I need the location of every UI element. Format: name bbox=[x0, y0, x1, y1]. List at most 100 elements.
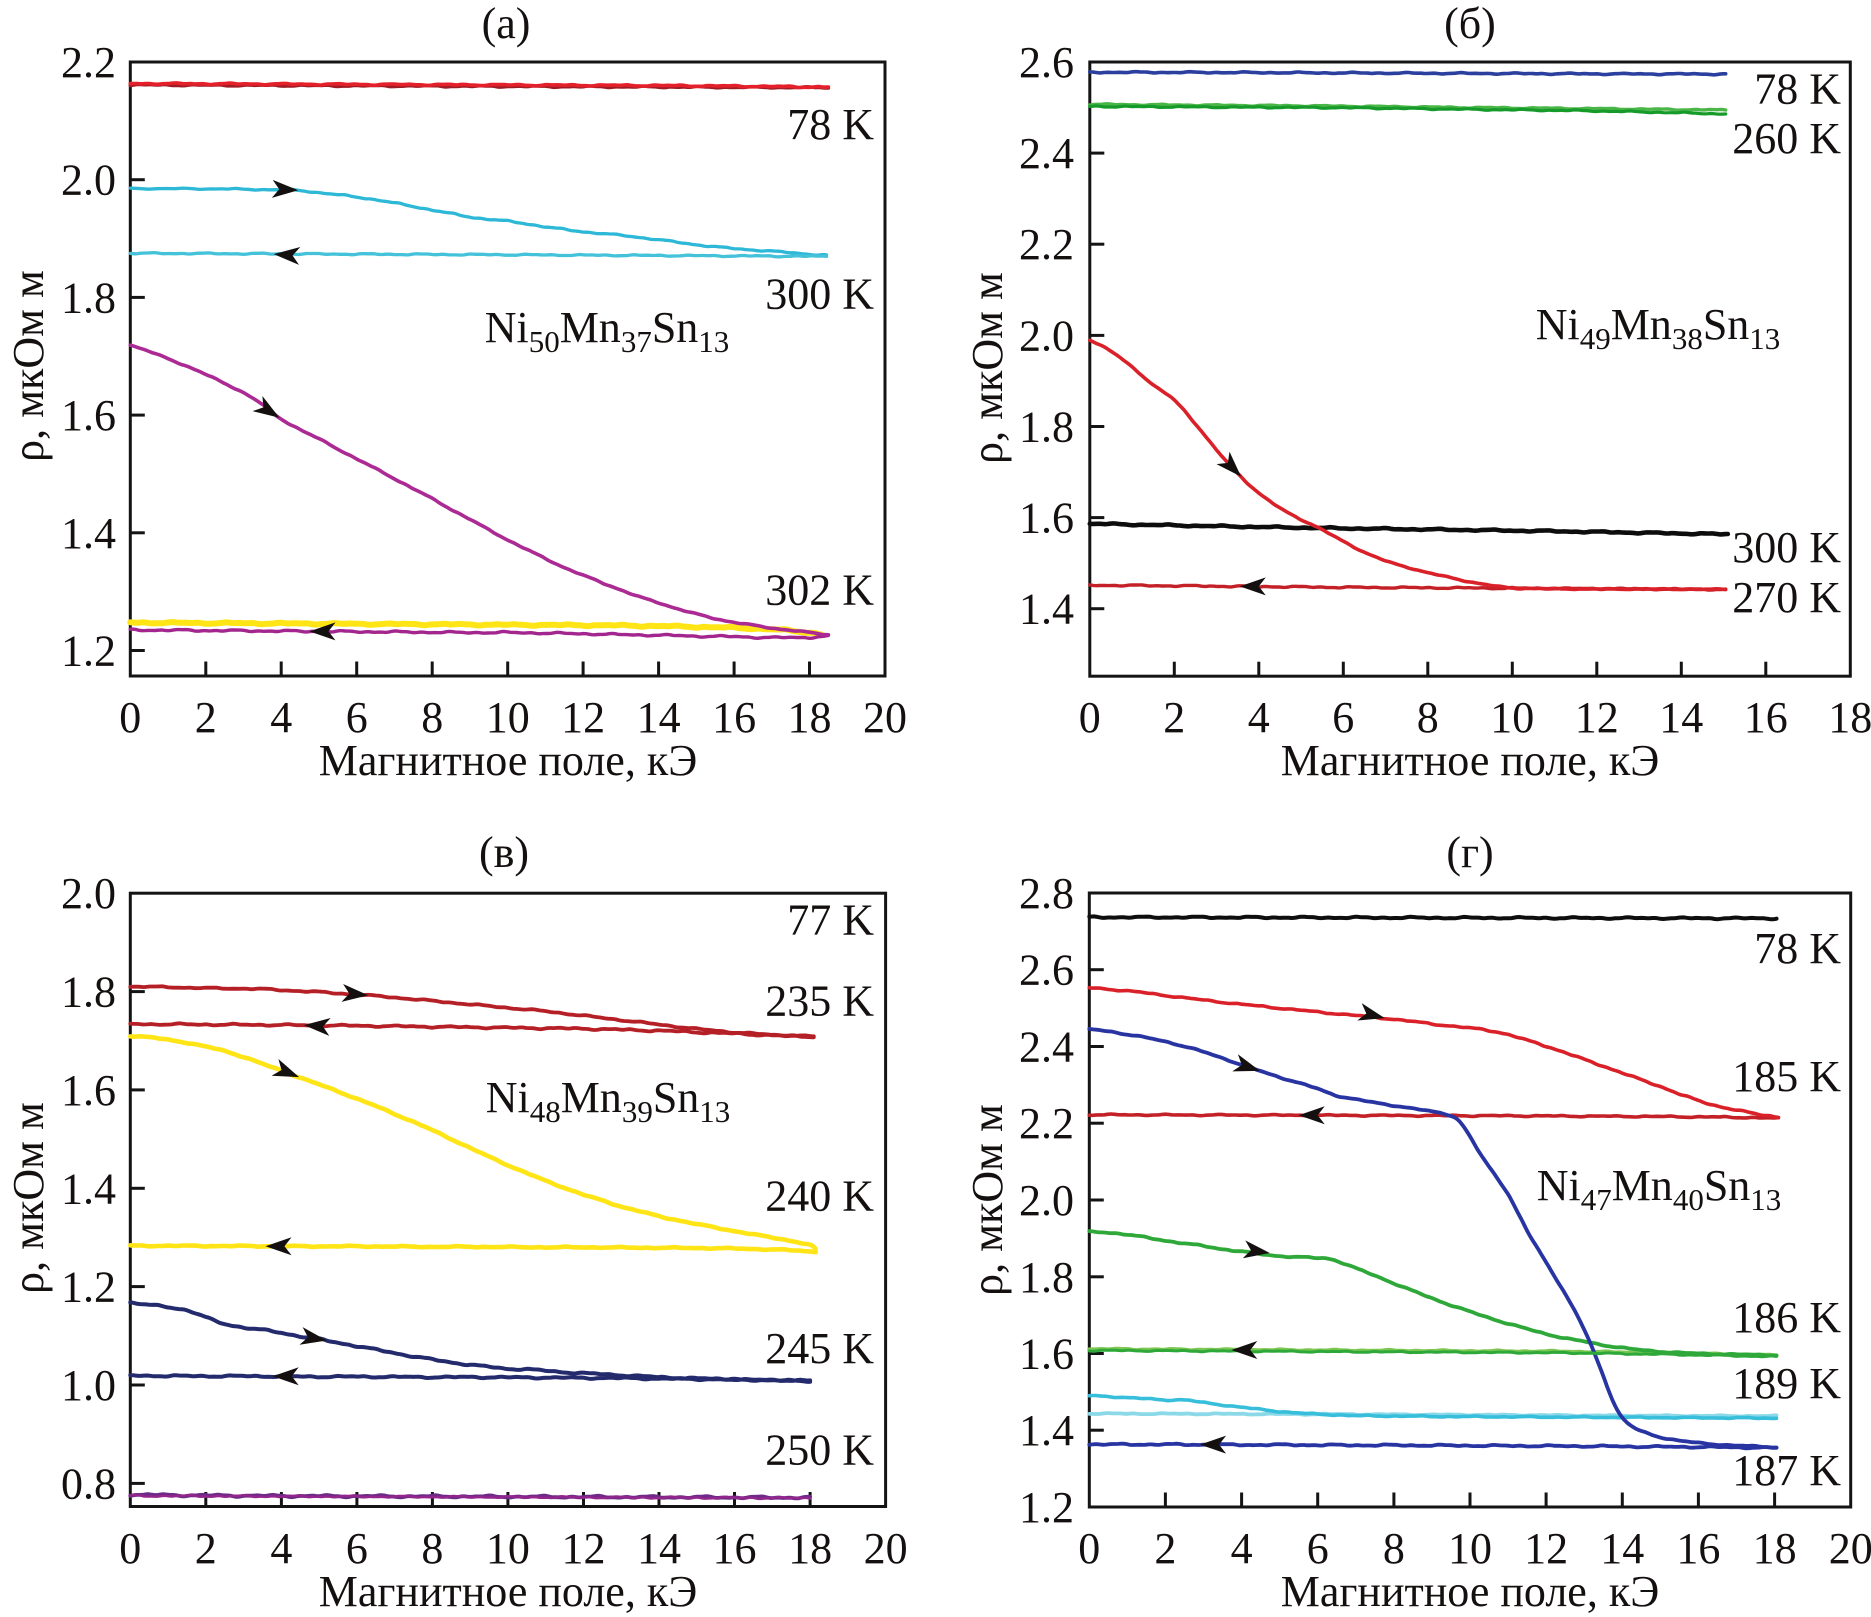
svg-text:Магнитное поле, кЭ: Магнитное поле, кЭ bbox=[1281, 736, 1660, 785]
svg-text:12: 12 bbox=[561, 693, 605, 742]
svg-text:1.8: 1.8 bbox=[1019, 1253, 1074, 1302]
svg-text:2.4: 2.4 bbox=[1019, 1023, 1074, 1072]
svg-text:4: 4 bbox=[270, 1524, 292, 1573]
svg-text:Ni49Mn38Sn13: Ni49Mn38Sn13 bbox=[1536, 300, 1781, 356]
svg-text:260 K: 260 K bbox=[1732, 114, 1841, 163]
svg-text:300 K: 300 K bbox=[765, 270, 874, 319]
svg-text:1.6: 1.6 bbox=[61, 1066, 116, 1115]
svg-text:2: 2 bbox=[195, 1524, 217, 1573]
svg-text:Магнитное поле, кЭ: Магнитное поле, кЭ bbox=[1281, 1567, 1660, 1616]
svg-text:2.4: 2.4 bbox=[1019, 129, 1074, 178]
svg-text:14: 14 bbox=[637, 693, 681, 742]
svg-text:Магнитное поле, кЭ: Магнитное поле, кЭ bbox=[319, 1567, 698, 1616]
svg-text:(в): (в) bbox=[479, 828, 529, 877]
svg-text:8: 8 bbox=[1383, 1524, 1405, 1573]
svg-text:1.8: 1.8 bbox=[61, 273, 116, 322]
svg-text:Ni50Mn37Sn13: Ni50Mn37Sn13 bbox=[485, 303, 730, 359]
svg-text:2.6: 2.6 bbox=[1019, 38, 1074, 87]
svg-text:2.0: 2.0 bbox=[1019, 1176, 1074, 1225]
svg-text:14: 14 bbox=[1600, 1524, 1644, 1573]
svg-text:ρ, мкОм м: ρ, мкОм м bbox=[963, 272, 1012, 464]
svg-text:Ni47Mn40Sn13: Ni47Mn40Sn13 bbox=[1537, 1161, 1782, 1217]
svg-text:1.2: 1.2 bbox=[61, 627, 116, 676]
svg-text:1.2: 1.2 bbox=[1019, 1483, 1074, 1532]
svg-text:8: 8 bbox=[1417, 693, 1439, 742]
svg-text:20: 20 bbox=[864, 1524, 908, 1573]
svg-text:Ni48Mn39Sn13: Ni48Mn39Sn13 bbox=[486, 1073, 731, 1129]
svg-text:10: 10 bbox=[1448, 1524, 1492, 1573]
svg-text:10: 10 bbox=[486, 1524, 530, 1573]
svg-text:1.8: 1.8 bbox=[61, 968, 116, 1017]
svg-text:1.4: 1.4 bbox=[1019, 585, 1074, 634]
svg-text:187 K: 187 K bbox=[1732, 1446, 1841, 1495]
svg-text:2.0: 2.0 bbox=[61, 156, 116, 205]
svg-text:16: 16 bbox=[1744, 693, 1788, 742]
svg-text:2: 2 bbox=[1154, 1524, 1176, 1573]
svg-text:1.4: 1.4 bbox=[61, 1164, 116, 1213]
svg-text:18: 18 bbox=[788, 693, 832, 742]
svg-text:(б): (б) bbox=[1444, 0, 1496, 48]
svg-text:235 K: 235 K bbox=[765, 977, 874, 1026]
svg-text:78 K: 78 K bbox=[1754, 65, 1841, 114]
svg-text:0: 0 bbox=[119, 1524, 141, 1573]
svg-text:270 K: 270 K bbox=[1732, 573, 1841, 622]
svg-text:(а): (а) bbox=[482, 0, 531, 48]
svg-text:20: 20 bbox=[863, 693, 907, 742]
svg-text:2: 2 bbox=[195, 693, 217, 742]
svg-text:1.0: 1.0 bbox=[61, 1361, 116, 1410]
svg-text:2.8: 2.8 bbox=[1019, 869, 1074, 918]
svg-text:302 K: 302 K bbox=[765, 565, 874, 614]
svg-text:1.6: 1.6 bbox=[61, 391, 116, 440]
svg-text:4: 4 bbox=[1231, 1524, 1253, 1573]
svg-text:186 K: 186 K bbox=[1732, 1293, 1841, 1342]
svg-text:2.6: 2.6 bbox=[1019, 946, 1074, 995]
svg-text:18: 18 bbox=[788, 1524, 832, 1573]
svg-text:250 K: 250 K bbox=[765, 1426, 874, 1475]
svg-text:1.4: 1.4 bbox=[1019, 1406, 1074, 1455]
svg-text:245 K: 245 K bbox=[765, 1324, 874, 1373]
svg-text:77 K: 77 K bbox=[787, 896, 874, 945]
svg-text:2.0: 2.0 bbox=[1019, 311, 1074, 360]
svg-text:6: 6 bbox=[1307, 1524, 1329, 1573]
svg-text:12: 12 bbox=[1575, 693, 1619, 742]
svg-text:1.2: 1.2 bbox=[61, 1263, 116, 1312]
svg-text:0: 0 bbox=[119, 693, 141, 742]
svg-text:16: 16 bbox=[713, 1524, 757, 1573]
svg-text:ρ, мкОм м: ρ, мкОм м bbox=[963, 1104, 1012, 1296]
svg-text:6: 6 bbox=[346, 1524, 368, 1573]
svg-text:12: 12 bbox=[1524, 1524, 1568, 1573]
svg-text:ρ, мкОм м: ρ, мкОм м bbox=[4, 1102, 53, 1294]
svg-text:8: 8 bbox=[421, 693, 443, 742]
svg-text:18: 18 bbox=[1753, 1524, 1797, 1573]
svg-text:10: 10 bbox=[486, 693, 530, 742]
svg-text:2: 2 bbox=[1163, 693, 1185, 742]
svg-text:1.4: 1.4 bbox=[61, 509, 116, 558]
svg-text:14: 14 bbox=[1659, 693, 1703, 742]
svg-text:2.0: 2.0 bbox=[61, 869, 116, 918]
svg-text:1.6: 1.6 bbox=[1019, 494, 1074, 543]
svg-text:185 K: 185 K bbox=[1732, 1052, 1841, 1101]
svg-text:ρ, мкОм м: ρ, мкОм м bbox=[4, 270, 53, 462]
svg-text:18: 18 bbox=[1828, 693, 1871, 742]
svg-text:189 K: 189 K bbox=[1732, 1359, 1841, 1408]
svg-text:240 K: 240 K bbox=[765, 1172, 874, 1221]
svg-text:6: 6 bbox=[346, 693, 368, 742]
svg-text:12: 12 bbox=[562, 1524, 606, 1573]
svg-text:0.8: 0.8 bbox=[61, 1459, 116, 1508]
svg-text:8: 8 bbox=[421, 1524, 443, 1573]
svg-text:4: 4 bbox=[270, 693, 292, 742]
svg-text:16: 16 bbox=[712, 693, 756, 742]
svg-text:0: 0 bbox=[1078, 1524, 1100, 1573]
svg-text:2.2: 2.2 bbox=[1019, 1099, 1074, 1148]
svg-text:78 K: 78 K bbox=[1754, 924, 1841, 973]
svg-text:2.2: 2.2 bbox=[1019, 220, 1074, 269]
svg-text:1.8: 1.8 bbox=[1019, 403, 1074, 452]
svg-text:4: 4 bbox=[1248, 693, 1270, 742]
svg-text:16: 16 bbox=[1676, 1524, 1720, 1573]
svg-text:14: 14 bbox=[637, 1524, 681, 1573]
svg-text:1.6: 1.6 bbox=[1019, 1330, 1074, 1379]
svg-text:10: 10 bbox=[1490, 693, 1534, 742]
svg-text:6: 6 bbox=[1332, 693, 1354, 742]
svg-text:0: 0 bbox=[1079, 693, 1101, 742]
svg-text:20: 20 bbox=[1829, 1524, 1871, 1573]
